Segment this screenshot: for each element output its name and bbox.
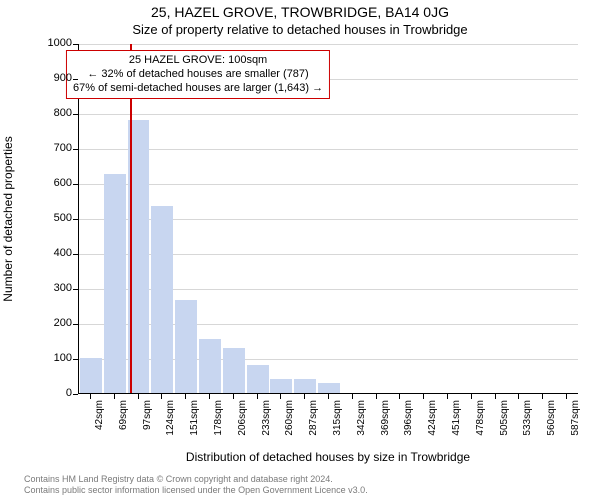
y-tick-mark <box>73 359 78 360</box>
x-tick-label: 369sqm <box>380 400 391 436</box>
bar <box>294 379 316 393</box>
gridline <box>79 44 578 45</box>
gridline <box>79 114 578 115</box>
x-tick-label: 69sqm <box>118 400 129 430</box>
x-tick-label: 151sqm <box>189 400 200 436</box>
x-tick-label: 315sqm <box>332 400 343 436</box>
y-tick-label: 1000 <box>17 37 72 49</box>
x-axis-ticks: 42sqm 69sqm 97sqm 124sqm 151sqm 178sqm 206sqm 2… <box>78 394 578 450</box>
y-tick-label: 800 <box>17 107 72 119</box>
x-tick-label: 451sqm <box>451 400 462 436</box>
gridline <box>79 184 578 185</box>
x-tick-label: 42sqm <box>94 400 105 430</box>
y-tick-mark <box>73 324 78 325</box>
page-address-title: 25, HAZEL GROVE, TROWBRIDGE, BA14 0JG <box>0 4 600 20</box>
x-tick-mark <box>185 394 186 399</box>
bar <box>247 365 269 393</box>
plot-area: 25 HAZEL GROVE: 100sqm← 32% of detached … <box>78 44 578 394</box>
y-axis-label: Number of detached properties <box>1 136 15 301</box>
bar <box>104 174 126 393</box>
y-tick-mark <box>73 44 78 45</box>
bar <box>318 383 340 394</box>
y-tick-label: 200 <box>17 317 72 329</box>
x-tick-mark <box>399 394 400 399</box>
x-tick-label: 97sqm <box>142 400 153 430</box>
y-tick-label: 300 <box>17 282 72 294</box>
annotation-line: 25 HAZEL GROVE: 100sqm <box>73 54 323 68</box>
x-tick-mark <box>328 394 329 399</box>
x-tick-mark <box>352 394 353 399</box>
x-tick-mark <box>471 394 472 399</box>
x-tick-mark <box>280 394 281 399</box>
x-tick-mark <box>423 394 424 399</box>
x-tick-label: 342sqm <box>356 400 367 436</box>
x-tick-mark <box>304 394 305 399</box>
x-tick-label: 206sqm <box>237 400 248 436</box>
x-tick-label: 560sqm <box>546 400 557 436</box>
x-tick-label: 287sqm <box>308 400 319 436</box>
y-tick-mark <box>73 184 78 185</box>
x-tick-mark <box>233 394 234 399</box>
annotation-box: 25 HAZEL GROVE: 100sqm← 32% of detached … <box>66 50 330 99</box>
y-tick-label: 0 <box>17 387 72 399</box>
x-tick-label: 505sqm <box>499 400 510 436</box>
x-tick-mark <box>566 394 567 399</box>
y-tick-label: 900 <box>17 72 72 84</box>
y-tick-mark <box>73 289 78 290</box>
x-tick-label: 260sqm <box>284 400 295 436</box>
y-tick-label: 600 <box>17 177 72 189</box>
bar <box>80 358 102 393</box>
bar <box>151 206 173 393</box>
x-tick-mark <box>138 394 139 399</box>
x-tick-label: 124sqm <box>165 400 176 436</box>
x-tick-mark <box>495 394 496 399</box>
x-tick-label: 424sqm <box>427 400 438 436</box>
y-tick-mark <box>73 254 78 255</box>
x-axis-label: Distribution of detached houses by size … <box>78 450 578 464</box>
x-tick-mark <box>209 394 210 399</box>
y-tick-mark <box>73 394 78 395</box>
x-tick-mark <box>161 394 162 399</box>
x-tick-mark <box>90 394 91 399</box>
x-tick-label: 178sqm <box>213 400 224 436</box>
chart-title: Size of property relative to detached ho… <box>0 22 600 37</box>
y-tick-mark <box>73 79 78 80</box>
attribution-line-1: Contains HM Land Registry data © Crown c… <box>24 474 368 485</box>
y-tick-label: 500 <box>17 212 72 224</box>
x-tick-mark <box>542 394 543 399</box>
chart-container: 25, HAZEL GROVE, TROWBRIDGE, BA14 0JG Si… <box>0 0 600 500</box>
gridline <box>79 149 578 150</box>
bar <box>199 339 221 393</box>
x-tick-label: 587sqm <box>570 400 581 436</box>
bar <box>223 348 245 394</box>
x-tick-label: 396sqm <box>403 400 414 436</box>
attribution-line-2: Contains public sector information licen… <box>24 485 368 496</box>
y-tick-mark <box>73 149 78 150</box>
x-tick-mark <box>376 394 377 399</box>
y-tick-mark <box>73 219 78 220</box>
attribution-text: Contains HM Land Registry data © Crown c… <box>24 474 368 497</box>
y-tick-label: 700 <box>17 142 72 154</box>
x-tick-label: 533sqm <box>522 400 533 436</box>
x-tick-mark <box>518 394 519 399</box>
x-tick-mark <box>114 394 115 399</box>
x-tick-label: 233sqm <box>261 400 272 436</box>
y-tick-label: 400 <box>17 247 72 259</box>
annotation-line: ← 32% of detached houses are smaller (78… <box>73 68 323 82</box>
x-tick-mark <box>257 394 258 399</box>
y-tick-label: 100 <box>17 352 72 364</box>
y-tick-mark <box>73 114 78 115</box>
x-tick-label: 478sqm <box>475 400 486 436</box>
bar <box>270 379 292 393</box>
annotation-line: 67% of semi-detached houses are larger (… <box>73 82 323 96</box>
bar <box>175 300 197 393</box>
x-tick-mark <box>447 394 448 399</box>
